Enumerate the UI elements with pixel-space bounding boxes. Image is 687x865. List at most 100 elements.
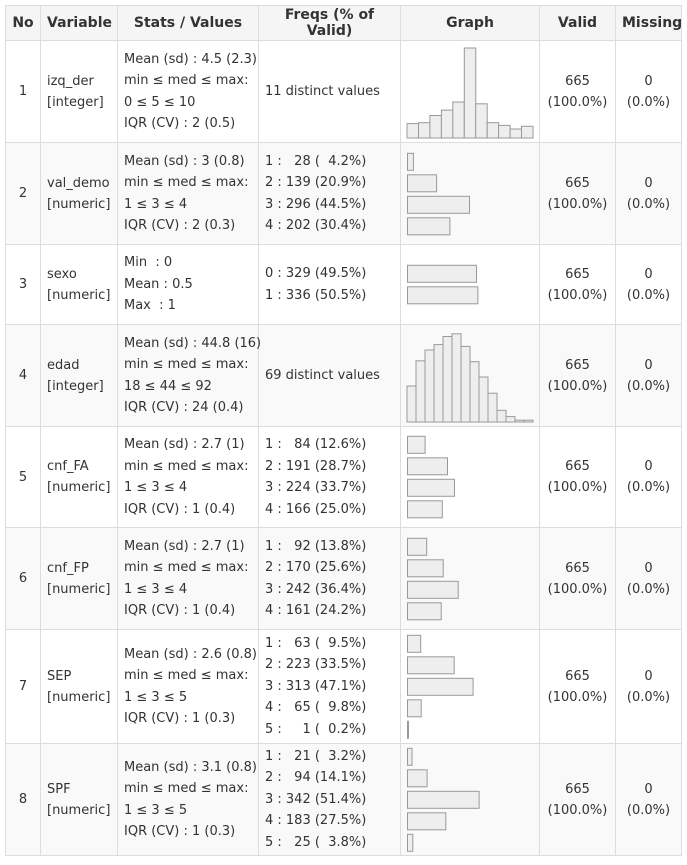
graph-cell [400,743,540,856]
freqs-cell: 1 : 28 ( 4.2%) 2 : 139 (20.9%) 3 : 296 (44… [258,142,401,245]
graph-cell [400,324,540,427]
stats-line: Mean (sd) : 2.7 (1) [124,538,245,554]
graph-cell [400,40,540,143]
valid-line: (100.0%) [547,581,608,597]
stats-cell: Mean (sd) : 2.7 (1) min ≤ med ≤ max: 1 ≤ 3… [117,426,259,528]
histogram-bar [523,419,534,422]
table-row: 6 cnf_FP [numeric] Mean (sd) : 2.7 (1) min ≤… [5,527,682,630]
frequency-bar [407,769,428,788]
freqs-line: 4 : 183 (27.5%) [265,813,367,829]
variable-name: sexo [47,266,77,282]
histogram-bar [521,125,534,139]
stats-line: min ≤ med ≤ max: [124,458,249,474]
variable-name: cnf_FP [47,560,89,576]
stats-line: IQR (CV) : 1 (0.4) [124,603,236,618]
bar-chart [407,152,470,235]
frequency-bar [407,216,451,235]
histogram-bar [440,109,454,138]
stats-line: Max : 1 [124,298,176,314]
bar-chart [407,537,459,620]
frequency-bar [407,656,455,675]
valid-line: (100.0%) [547,689,608,705]
summary-table: No Variable Stats / Values Freqs (% of V… [5,5,682,856]
variable-name: izq_der [47,73,94,89]
header-variable: Variable [40,5,118,41]
freqs-line: 4 : 202 (30.4%) [265,218,367,233]
stats-line: min ≤ med ≤ max: [124,73,249,88]
stats-line: 1 ≤ 3 ≤ 4 [124,480,188,495]
valid-line: 665 [565,459,590,474]
frequency-bar [407,720,409,739]
missing-cell: 0 (0.0%) [615,527,682,630]
table-row: 2 val_demo [numeric] Mean (sd) : 3 (0.8) min… [5,142,682,245]
stats-line: Mean (sd) : 2.6 (0.8) [124,646,257,662]
freqs-line: 69 distinct values [265,367,380,383]
freqs-cell: 1 : 92 (13.8%) 2 : 170 (25.6%) 3 : 242 (36… [258,527,401,630]
header-graph: Graph [400,5,540,41]
freqs-line: 3 : 313 (47.1%) [265,678,367,694]
stats-line: IQR (CV) : 24 (0.4) [124,400,244,415]
valid-line: 665 [565,266,590,282]
variable-name: SEP [47,668,72,684]
frequency-bar [407,478,455,497]
histogram-chart [406,47,534,139]
missing-cell: 0 (0.0%) [615,40,682,143]
missing-line: 0 [644,73,653,89]
frequency-bar [407,812,447,831]
missing-line: (0.0%) [626,689,671,705]
frequency-bar [407,537,428,556]
freqs-line: 4 : 65 ( 9.8%) [265,700,367,716]
row-number: 1 [5,40,41,143]
freqs-line: 1 : 336 (50.5%) [265,287,367,303]
row-number: 3 [5,244,41,325]
row-number: 6 [5,527,41,630]
table-row: 8 SPF [numeric] Mean (sd) : 3.1 (0.8) min ≤ … [5,743,682,856]
frequency-bar [407,580,459,599]
missing-line: 0 [644,781,653,797]
frequency-bar [407,634,422,653]
valid-cell: 665 (100.0%) [539,629,616,744]
freqs-line: 2 : 223 (33.5%) [265,657,367,673]
variable-name: edad [47,357,80,373]
freqs-line: 2 : 191 (28.7%) [265,458,367,474]
header-missing: Missing [615,5,682,41]
variable-cell: cnf_FA [numeric] [40,426,118,528]
bar-chart [407,747,480,852]
stats-line: 1 ≤ 3 ≤ 4 [124,581,188,597]
valid-line: (100.0%) [547,94,608,110]
graph-cell [400,426,540,528]
freqs-line: 3 : 296 (44.5%) [265,196,367,212]
variable-name: val_demo [47,175,110,191]
histogram-bar [505,415,516,422]
histogram-bar [463,47,477,138]
valid-line: (100.0%) [547,287,608,303]
histogram-bar [460,345,471,422]
bar-chart [407,435,455,519]
stats-line: min ≤ med ≤ max: [124,781,249,796]
row-number: 2 [5,142,41,245]
variable-type: [numeric] [47,802,111,818]
valid-cell: 665 (100.0%) [539,426,616,528]
stats-cell: Mean (sd) : 3 (0.8) min ≤ med ≤ max: 1 ≤ 3… [117,142,259,245]
frequency-bar [407,558,444,577]
histogram-bar [415,359,426,422]
freqs-line: 4 : 166 (25.0%) [265,501,367,517]
row-number: 8 [5,743,41,856]
header-row: No Variable Stats / Values Freqs (% of V… [5,5,682,41]
freqs-cell: 1 : 21 ( 3.2%) 2 : 94 (14.1%) 3 : 342 (51.… [258,743,401,856]
variable-name: cnf_FA [47,459,89,474]
valid-cell: 665 (100.0%) [539,527,616,630]
missing-cell: 0 (0.0%) [615,142,682,245]
variable-type: [numeric] [47,480,111,495]
stats-line: 18 ≤ 44 ≤ 92 [124,378,212,394]
header-freqs: Freqs (% of Valid) [258,5,401,41]
missing-line: (0.0%) [626,287,671,303]
missing-line: 0 [644,560,653,576]
variable-cell: sexo [numeric] [40,244,118,325]
freqs-line: 1 : 92 (13.8%) [265,538,367,554]
freqs-cell: 1 : 84 (12.6%) 2 : 191 (28.7%) 3 : 224 (33… [258,426,401,528]
variable-cell: izq_der [integer] [40,40,118,143]
frequency-bar [407,435,426,454]
variable-name: SPF [47,781,71,797]
stats-cell: Mean (sd) : 2.6 (0.8) min ≤ med ≤ max: 1 ≤… [117,629,259,744]
